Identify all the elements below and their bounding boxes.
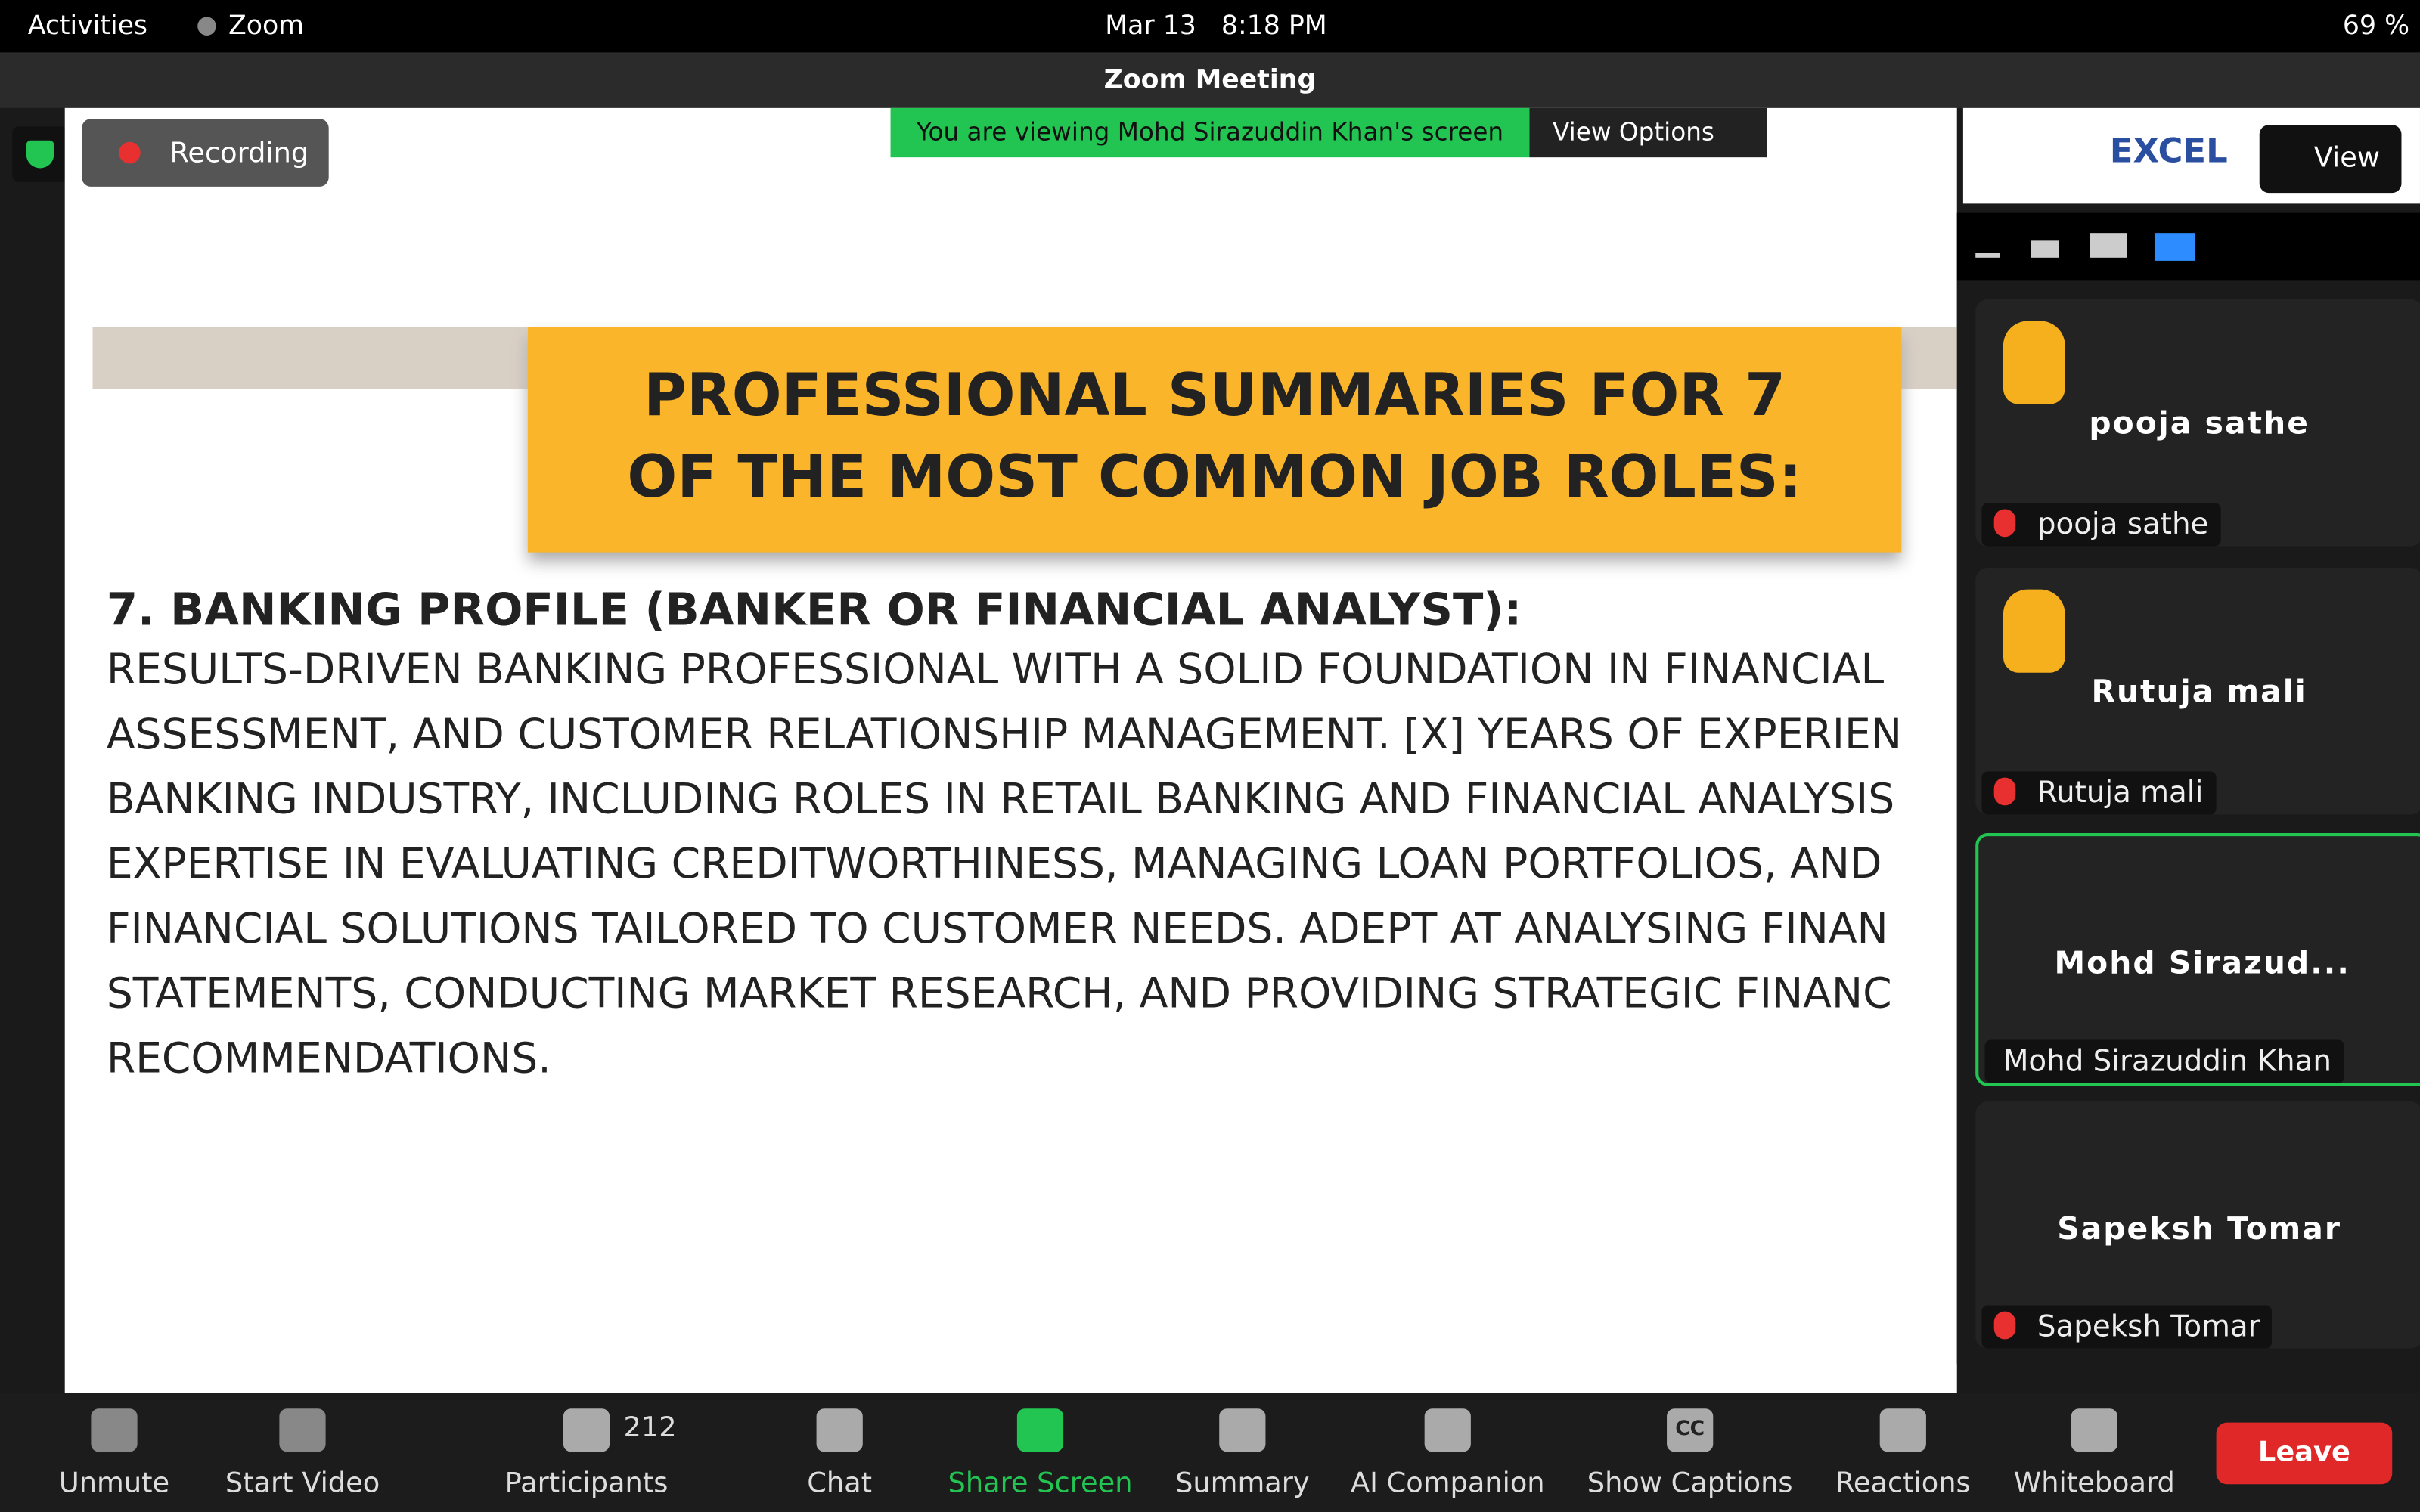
button-icon: [1016, 1408, 1064, 1452]
button-icon: [563, 1408, 610, 1452]
rec-dot: [119, 141, 141, 164]
body-line: EXPERTISE IN EVALUATING CREDITWORTHINESS…: [106, 841, 1882, 889]
button-label: Share Screen: [948, 1467, 1133, 1500]
participant-tile[interactable]: pooja sathe pooja sathe: [1975, 299, 2420, 547]
body-line: ASSESSMENT, AND CUSTOMER RELATIONSHIP MA…: [106, 711, 1903, 760]
button-label: Start Video: [225, 1467, 380, 1500]
toolbar-button[interactable]: Whiteboard: [1987, 1393, 2203, 1512]
participant-count: 212: [623, 1411, 677, 1445]
layout-speaker[interactable]: [2090, 233, 2127, 258]
slide-heading-box: PROFESSIONAL SUMMARIES FOR 7 OF THE MOST…: [527, 327, 1902, 553]
muted-icon: [1993, 777, 2016, 806]
heading-line: PROFESSIONAL SUMMARIES FOR 7: [644, 361, 1786, 429]
body-line: FINANCIAL SOLUTIONS TAILORED TO CUSTOMER…: [106, 905, 1888, 954]
slide-body: RESULTS-DRIVEN BANKING PROFESSIONAL WITH…: [107, 639, 1902, 1092]
participant-tile[interactable]: Mohd Sirazud... Mohd Sirazuddin Khan: [1975, 833, 2420, 1086]
layout-min[interactable]: [1975, 253, 2000, 258]
app-name[interactable]: Zoom: [228, 11, 305, 42]
recording-badge[interactable]: Recording: [82, 119, 329, 187]
body-line: STATEMENTS, CONDUCTING MARKET RESEARCH, …: [106, 970, 1892, 1018]
toolbar-button[interactable]: Share Screen: [932, 1393, 1149, 1512]
button-label: Show Captions: [1587, 1467, 1793, 1500]
display-name: Mohd Sirazud...: [2054, 943, 2350, 981]
toolbar-button[interactable]: Summary: [1134, 1393, 1351, 1512]
button-icon: [816, 1408, 863, 1452]
toolbar-button[interactable]: Unmute: [6, 1393, 222, 1512]
body-line: RECOMMENDATIONS.: [106, 1035, 551, 1083]
participant-panel: pooja sathe pooja sathe Rutuja mali Rutuja …: [1956, 280, 2420, 1365]
button-icon: [1424, 1408, 1471, 1452]
button-label: AI Companion: [1350, 1467, 1545, 1500]
security-icon[interactable]: [12, 126, 68, 182]
view-button[interactable]: View: [2259, 125, 2402, 194]
button-label: Participants: [504, 1467, 669, 1500]
button-icon: [1219, 1408, 1266, 1452]
display-name: Sapeksh Tomar: [2057, 1209, 2342, 1247]
participant-tile[interactable]: Sapeksh Tomar Sapeksh Tomar: [1975, 1101, 2420, 1349]
button-icon: CC: [1667, 1408, 1714, 1452]
muted-icon: [1993, 1311, 2016, 1340]
share-banner: You are viewing Mohd Sirazuddin Khan's s…: [890, 107, 1530, 158]
name-label: pooja sathe: [1981, 503, 2221, 547]
captions-icon: CC: [1675, 1418, 1705, 1442]
toolbar-button[interactable]: 212 Participants: [479, 1393, 695, 1512]
raised-hand: [2003, 321, 2065, 404]
toolbar-button[interactable]: Chat: [731, 1393, 948, 1512]
layout-switcher: [1956, 212, 2420, 281]
button-label: Summary: [1175, 1467, 1310, 1500]
rec-text: Recording: [169, 137, 309, 170]
name-label: Rutuja mali: [1981, 771, 2216, 815]
button-label: Unmute: [58, 1467, 170, 1500]
button-label: Whiteboard: [2013, 1467, 2175, 1500]
button-label: Reactions: [1835, 1467, 1971, 1500]
shield: [26, 140, 54, 169]
button-icon: [279, 1408, 326, 1452]
layout-strip[interactable]: [2031, 240, 2059, 258]
window-title: Zoom Meeting: [0, 52, 2420, 108]
display-name: Rutuja mali: [2091, 672, 2307, 710]
shared-screen: PROFESSIONAL SUMMARIES FOR 7 OF THE MOST…: [64, 107, 1957, 1393]
body-line: BANKING INDUSTRY, INCLUDING ROLES IN RET…: [106, 776, 1895, 824]
body-line: RESULTS-DRIVEN BANKING PROFESSIONAL WITH…: [106, 646, 1885, 695]
toolbar: Leave Unmute Start Video 212 Participants Ch…: [0, 1393, 2420, 1512]
toolbar-button[interactable]: AI Companion: [1339, 1393, 1556, 1512]
view-options[interactable]: View Options: [1529, 107, 1767, 158]
leave-button[interactable]: Leave: [2216, 1422, 2393, 1485]
app-icon: [197, 17, 216, 36]
name-label: Mohd Sirazuddin Khan: [1984, 1040, 2344, 1083]
display-name: pooja sathe: [2089, 404, 2310, 442]
name-label: Sapeksh Tomar: [1981, 1305, 2273, 1349]
toolbar-button[interactable]: Reactions: [1795, 1393, 2011, 1512]
datetime[interactable]: Mar 13 8:18 PM: [1105, 11, 1327, 42]
layout-gallery[interactable]: [2154, 233, 2195, 261]
heading-line: OF THE MOST COMMON JOB ROLES:: [627, 442, 1802, 511]
muted-icon: [1993, 509, 2016, 538]
slide-subheading: 7. BANKING PROFILE (BANKER OR FINANCIAL …: [106, 583, 1522, 636]
button-icon: [2071, 1408, 2118, 1452]
battery[interactable]: 69 %: [2342, 11, 2410, 42]
button-icon: [91, 1408, 138, 1452]
button-label: Chat: [807, 1467, 873, 1500]
participant-tile[interactable]: Rutuja mali Rutuja mali: [1975, 568, 2420, 815]
system-bar: Activities Zoom Mar 13 8:18 PM 69 %: [0, 0, 2420, 53]
logo: EXCEL: [2109, 132, 2228, 172]
raised-hand: [2003, 589, 2065, 673]
activities[interactable]: Activities: [27, 11, 148, 42]
toolbar-button[interactable]: CC Show Captions: [1582, 1393, 1798, 1512]
toolbar-button[interactable]: Start Video: [194, 1393, 411, 1512]
button-icon: [1879, 1408, 1926, 1452]
title-text: Zoom Meeting: [1103, 64, 1317, 96]
heading: PROFESSIONAL SUMMARIES FOR 7 OF THE MOST…: [528, 355, 1901, 518]
